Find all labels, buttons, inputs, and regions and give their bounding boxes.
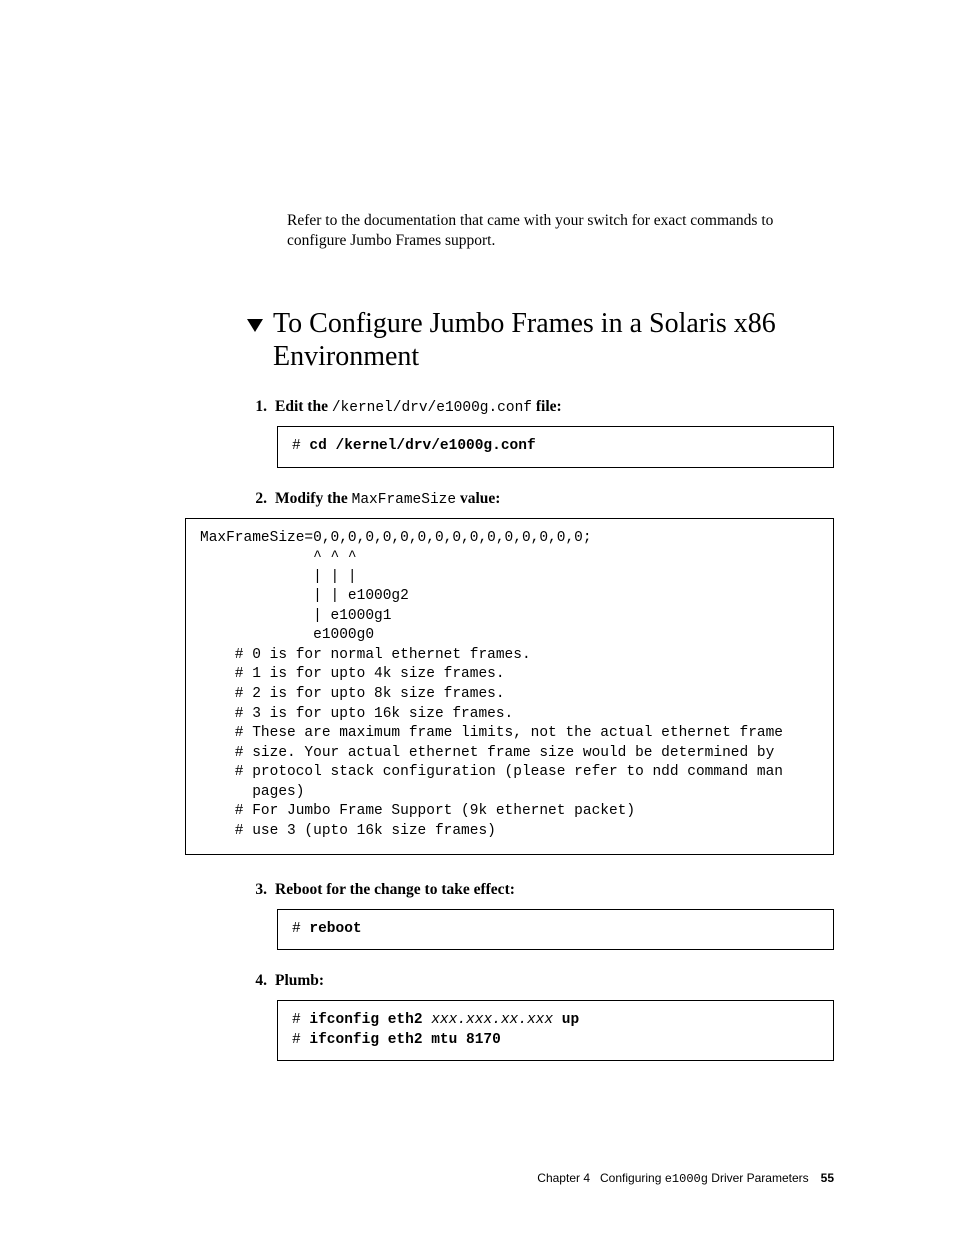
step-text: Reboot for the change to take effect: <box>275 881 834 899</box>
step-text: Modify the MaxFrameSize value: <box>275 490 834 508</box>
step-list: 1. Edit the /kernel/drv/e1000g.conf file… <box>247 398 834 416</box>
code-line: # size. Your actual ethernet frame size … <box>200 745 774 761</box>
footer-title-pre: Configuring <box>600 1171 665 1185</box>
code-line: e1000g0 <box>200 627 374 643</box>
footer-title-post: Driver Parameters <box>708 1171 809 1185</box>
code-line: # For Jumbo Frame Support (9k ethernet p… <box>200 803 635 819</box>
code-line: # 0 is for normal ethernet frames. <box>200 647 531 663</box>
footer-chapter: Chapter 4 <box>537 1171 590 1185</box>
code-line: | | e1000g2 <box>200 588 409 604</box>
code-line: | e1000g1 <box>200 608 391 624</box>
step-list: 3. Reboot for the change to take effect: <box>247 881 834 899</box>
codebox-reboot: # reboot <box>277 909 834 951</box>
step-text: Edit the /kernel/drv/e1000g.conf file: <box>275 398 834 416</box>
step-text: Plumb: <box>275 972 834 990</box>
code-line: pages) <box>200 784 304 800</box>
step-list: 2. Modify the MaxFrameSize value: <box>247 490 834 508</box>
footer-page-number: 55 <box>821 1171 834 1185</box>
section-heading: To Configure Jumbo Frames in a Solaris x… <box>247 307 834 374</box>
page-footer: Chapter 4 Configuring e1000g Driver Para… <box>0 1171 834 1186</box>
code-line: # 1 is for upto 4k size frames. <box>200 666 505 682</box>
codebox-ifconfig: # ifconfig eth2 xxx.xxx.xx.xxx up # ifco… <box>277 1000 834 1061</box>
step-list: 4. Plumb: <box>247 972 834 990</box>
page-root: Refer to the documentation that came wit… <box>0 0 954 1186</box>
step-1: 1. Edit the /kernel/drv/e1000g.conf file… <box>247 398 834 416</box>
step-3: 3. Reboot for the change to take effect: <box>247 881 834 899</box>
code-line: ^ ^ ^ <box>200 549 357 565</box>
footer-title-mono: e1000g <box>665 1172 708 1186</box>
step-number: 1. <box>247 398 275 416</box>
step-number: 2. <box>247 490 275 508</box>
codebox-maxframesize: MaxFrameSize=0,0,0,0,0,0,0,0,0,0,0,0,0,0… <box>185 518 834 855</box>
step-4: 4. Plumb: <box>247 972 834 990</box>
step-number: 4. <box>247 972 275 990</box>
code-line: MaxFrameSize=0,0,0,0,0,0,0,0,0,0,0,0,0,0… <box>200 530 592 546</box>
step-number: 3. <box>247 881 275 899</box>
code-line: # use 3 (upto 16k size frames) <box>200 823 496 839</box>
code-line: # 3 is for upto 16k size frames. <box>200 706 513 722</box>
code-line: # 2 is for upto 8k size frames. <box>200 686 505 702</box>
triangle-down-icon <box>247 319 263 333</box>
intro-paragraph: Refer to the documentation that came wit… <box>287 211 834 251</box>
code-line: # These are maximum frame limits, not th… <box>200 725 783 741</box>
section-title: To Configure Jumbo Frames in a Solaris x… <box>273 307 834 374</box>
codebox-cd: # cd /kernel/drv/e1000g.conf <box>277 426 834 468</box>
code-line: | | | <box>200 569 357 585</box>
page-content: Refer to the documentation that came wit… <box>0 0 954 1186</box>
code-line: # protocol stack configuration (please r… <box>200 764 783 780</box>
step-2: 2. Modify the MaxFrameSize value: <box>247 490 834 508</box>
